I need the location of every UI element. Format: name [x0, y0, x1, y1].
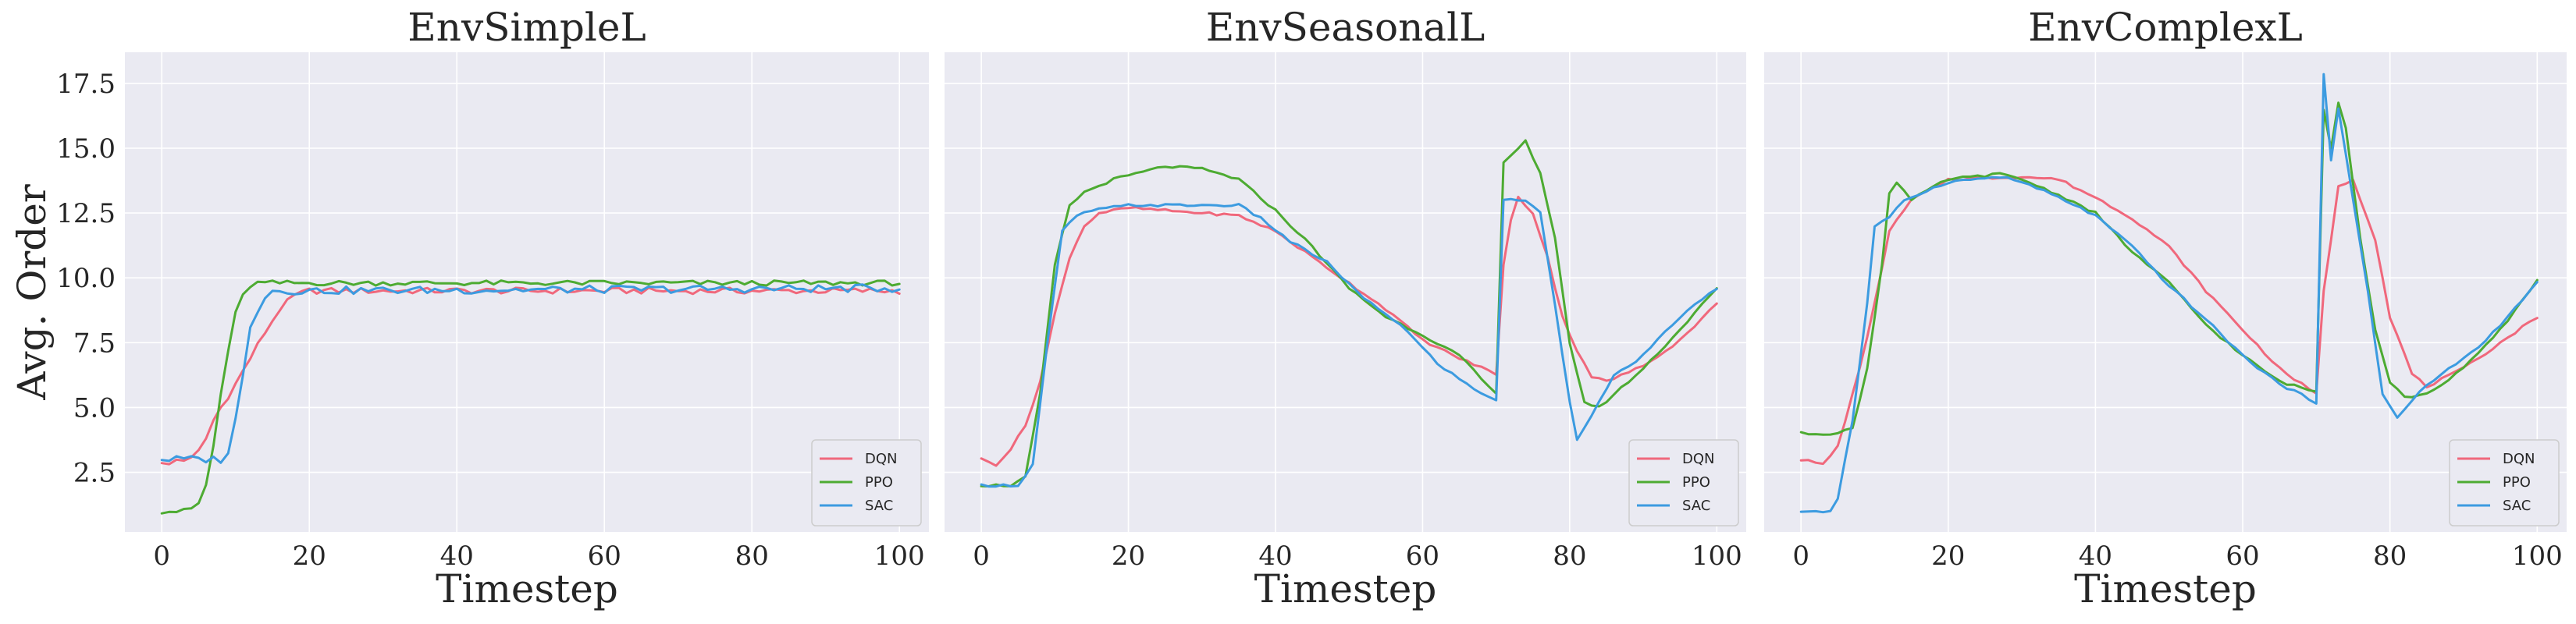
legend-label-PPO: PPO	[2503, 474, 2531, 491]
series-line-SAC	[980, 197, 1718, 488]
legend: DQN PPO SAC	[811, 439, 922, 526]
panel-title: EnvComplexL	[2028, 5, 2303, 50]
x-tick-label: 60	[588, 541, 621, 572]
x-tick-label: 0	[153, 541, 170, 572]
x-tick-label: 100	[2512, 541, 2563, 572]
x-tick-label: 40	[2079, 541, 2112, 572]
legend-label-PPO: PPO	[865, 474, 893, 491]
legend-label-SAC: SAC	[2503, 498, 2531, 514]
x-axis-label: Timestep	[436, 566, 618, 612]
y-tick-label: 17.5	[56, 69, 116, 100]
x-tick-label: 80	[735, 541, 769, 572]
y-tick-label: 10.0	[56, 263, 116, 294]
legend-label-SAC: SAC	[1682, 498, 1710, 514]
x-tick-label: 80	[1553, 541, 1586, 572]
y-axis-label: Avg. Order	[9, 184, 55, 401]
series-line-SAC	[1799, 73, 2539, 514]
panel-EnvComplexL: 0 20 40 60 80 100 EnvComplexL Timestep DQN PPO SAC	[1764, 5, 2567, 612]
x-tick-label: 60	[1406, 541, 1439, 572]
x-axis-label: Timestep	[2074, 566, 2257, 612]
legend-label-SAC: SAC	[865, 498, 893, 514]
panel-EnvSimpleL: 0 20 40 60 80 100 2.5 5.0 7.5 10.0 12.5 15.0 17.5 Avg…	[9, 5, 929, 612]
legend-label-DQN: DQN	[1682, 451, 1715, 467]
x-tick-label: 100	[1692, 541, 1742, 572]
x-tick-label: 0	[1792, 541, 1809, 572]
legend-label-DQN: DQN	[2503, 451, 2535, 467]
x-tick-label: 20	[293, 541, 326, 572]
legend: DQN PPO SAC	[1628, 439, 1739, 526]
x-tick-label: 20	[1112, 541, 1145, 572]
series-line-PPO	[160, 279, 901, 515]
x-tick-label: 60	[2226, 541, 2259, 572]
panel-title: EnvSeasonalL	[1206, 5, 1485, 50]
legend-label-DQN: DQN	[865, 451, 898, 467]
plot-area	[945, 52, 1746, 532]
x-axis-label: Timestep	[1254, 566, 1437, 612]
y-tick-label: 2.5	[73, 458, 116, 489]
y-tick-label: 7.5	[73, 328, 116, 359]
x-tick-label: 0	[973, 541, 990, 572]
x-tick-label: 20	[1931, 541, 1965, 572]
legend-label-PPO: PPO	[1682, 474, 1710, 491]
y-tick-label: 12.5	[56, 198, 116, 229]
series-line-PPO	[980, 139, 1718, 488]
series-line-SAC	[160, 283, 901, 464]
y-tick-label: 5.0	[73, 392, 116, 424]
x-tick-label: 40	[1258, 541, 1292, 572]
x-tick-label: 100	[874, 541, 925, 572]
y-tick-label: 15.0	[56, 133, 116, 165]
legend: DQN PPO SAC	[2449, 439, 2560, 526]
panel-title: EnvSimpleL	[407, 5, 646, 50]
x-tick-label: 80	[2373, 541, 2407, 572]
panel-EnvSeasonalL: 0 20 40 60 80 100 EnvSeasonalL Timestep DQN PPO SA…	[945, 5, 1746, 612]
x-tick-label: 40	[440, 541, 474, 572]
plot-area	[1764, 52, 2567, 532]
